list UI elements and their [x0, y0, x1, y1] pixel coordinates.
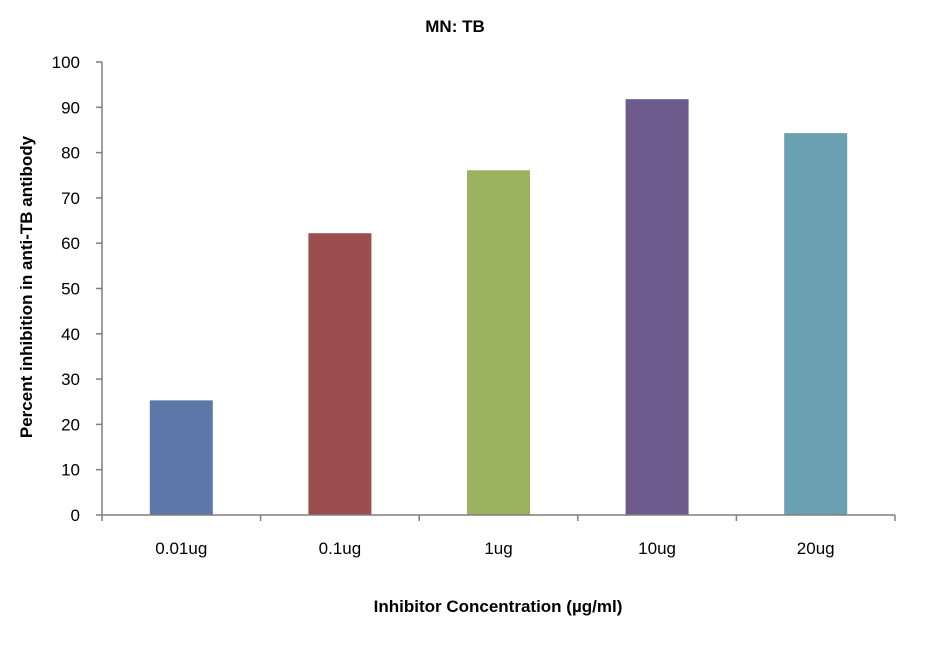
x-category-label: 20ug — [797, 539, 835, 558]
y-tick-label: 50 — [61, 280, 80, 299]
x-category-label: 0.1ug — [319, 539, 362, 558]
y-tick-label: 70 — [61, 189, 80, 208]
y-tick-label: 20 — [61, 415, 80, 434]
y-tick-label: 0 — [71, 506, 80, 525]
y-axis-title: Percent inhibition in anti-TB antibody — [17, 135, 36, 438]
y-tick-label: 60 — [61, 234, 80, 253]
chart-title: MN: TB — [425, 17, 484, 36]
x-axis-ticks: 0.01ug 0.1ug 1ug 10ug 20ug — [101, 515, 896, 558]
x-axis-title: Inhibitor Concentration (µg/ml) — [374, 597, 623, 616]
y-tick-label: 30 — [61, 370, 80, 389]
y-axis-ticks: 0 10 20 30 40 50 60 70 80 90 100 — [52, 53, 102, 525]
y-tick-label: 40 — [61, 325, 80, 344]
x-category-label: 10ug — [638, 539, 676, 558]
bar-10ug — [625, 99, 689, 516]
bar-0.01ug — [149, 400, 213, 515]
x-category-label: 0.01ug — [155, 539, 207, 558]
y-tick-label: 10 — [61, 461, 80, 480]
bar-0.1ug — [308, 233, 372, 515]
y-tick-label: 100 — [52, 53, 80, 72]
y-tick-label: 90 — [61, 98, 80, 117]
x-category-label: 1ug — [484, 539, 512, 558]
bars-layer — [149, 99, 848, 516]
bar-1ug — [467, 170, 530, 515]
y-tick-label: 80 — [61, 144, 80, 163]
bar-20ug — [784, 133, 848, 515]
